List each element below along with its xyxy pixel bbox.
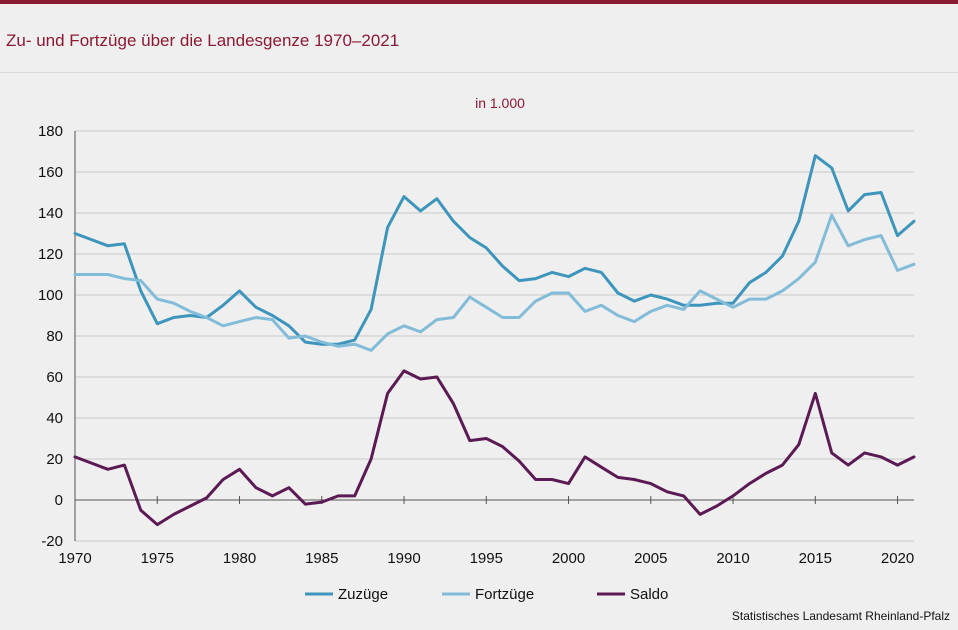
x-tick-label: 2015	[799, 550, 832, 567]
gridlines	[75, 130, 914, 542]
x-tick-label: 1985	[305, 550, 338, 567]
chart-header: Zu- und Fortzüge über die Landesgenze 19…	[0, 4, 958, 72]
legend-label: Saldo	[630, 586, 668, 603]
x-axis-ticks: 1970 1975 1980 1985 1990 1995 2000 2005 2010 2015…	[58, 496, 914, 567]
x-tick-label: 2010	[716, 550, 749, 567]
y-tick-label: 160	[38, 164, 63, 181]
legend-label: Zuzüge	[338, 586, 388, 603]
y-tick-label: 100	[38, 287, 63, 304]
series-line-fortzüge	[73, 213, 916, 352]
x-tick-label: 1970	[58, 550, 91, 567]
y-tick-label: 60	[46, 369, 63, 386]
x-tick-label: 2020	[881, 550, 914, 567]
chart-title: Zu- und Fortzüge über die Landesgenze 19…	[6, 31, 400, 50]
x-tick-label: 1975	[141, 550, 174, 567]
axes	[74, 131, 914, 541]
series-lines	[73, 154, 916, 527]
series-line-zuzüge	[73, 154, 916, 346]
y-tick-label: 20	[46, 451, 63, 468]
x-tick-label: 1980	[223, 550, 256, 567]
y-tick-label: 40	[46, 410, 63, 427]
chart-subtitle: in 1.000	[475, 95, 525, 111]
source-note: Statistisches Landesamt Rheinland-Pfalz	[731, 609, 950, 623]
y-tick-label: 140	[38, 205, 63, 222]
x-tick-label: 1990	[387, 550, 420, 567]
x-tick-label: 1995	[470, 550, 503, 567]
chart-panel	[0, 72, 958, 630]
y-tick-label: 120	[38, 246, 63, 263]
x-tick-label: 2005	[634, 550, 667, 567]
legend-label: Fortzüge	[475, 586, 534, 603]
y-tick-label: 0	[55, 492, 63, 509]
legend: Zuzüge Fortzüge Saldo	[305, 586, 668, 603]
y-axis-ticks: -20 0 20 40 60 80 100 120 140 160 180	[38, 123, 63, 550]
top-accent-bar	[0, 0, 958, 4]
y-tick-label: 80	[46, 328, 63, 345]
x-tick-label: 2000	[552, 550, 585, 567]
y-tick-label: -20	[41, 533, 63, 550]
y-tick-label: 180	[38, 123, 63, 140]
series-line-saldo	[73, 369, 916, 527]
